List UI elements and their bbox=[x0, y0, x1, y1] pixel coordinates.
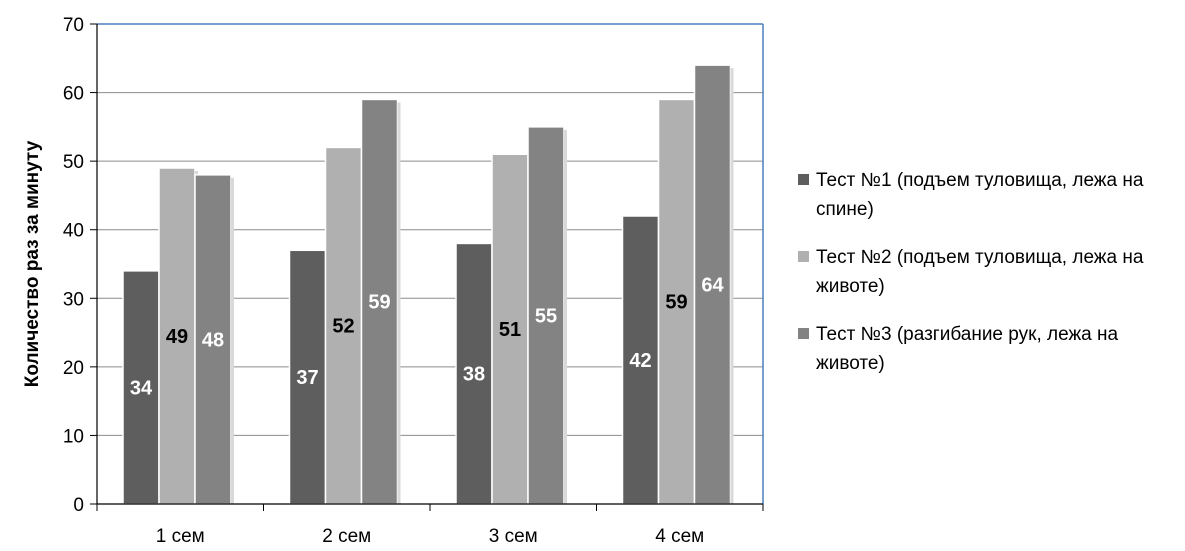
bar-series-3-3 bbox=[527, 126, 565, 505]
y-tick-label: 10 bbox=[63, 426, 84, 447]
data-label-series-1-2: 37 bbox=[296, 367, 318, 389]
x-tick-label: 2 сем bbox=[322, 526, 371, 547]
data-label-series-3-1: 48 bbox=[202, 329, 224, 351]
data-label-series-2-4: 59 bbox=[665, 292, 687, 314]
bar-series-1-2 bbox=[288, 249, 327, 505]
y-tick-label: 0 bbox=[73, 495, 84, 516]
legend-item-test-2: Тест №2 (подъем туловища, лежа на животе… bbox=[798, 243, 1178, 301]
legend-label-test-2: Тест №2 (подъем туловища, лежа на животе… bbox=[816, 247, 1144, 297]
data-label-series-3-3: 55 bbox=[535, 305, 557, 327]
bars bbox=[122, 64, 734, 505]
legend-item-test-1: Тест №1 (подъем туловища, лежа на спине) bbox=[798, 166, 1178, 224]
y-tick-label: 30 bbox=[63, 289, 84, 310]
x-tick-label: 3 сем bbox=[489, 526, 538, 547]
data-label-series-3-4: 64 bbox=[701, 275, 724, 297]
axes: 0 10 20 30 40 50 60 70 1 сем 2 сем 3 сем 4 сем bbox=[63, 15, 764, 547]
data-label-series-2-1: 49 bbox=[166, 326, 188, 348]
x-tick-label: 1 сем bbox=[156, 526, 205, 547]
bar-series-1-3 bbox=[455, 242, 493, 505]
bar-shadow bbox=[231, 177, 234, 504]
bar-shadow bbox=[564, 129, 567, 504]
legend-swatch-test-2 bbox=[798, 251, 809, 262]
legend-label-test-3: Тест №3 (разгибание рук, лежа на животе) bbox=[816, 324, 1119, 374]
y-tick-label: 40 bbox=[63, 221, 84, 242]
data-labels: 34 49 48 37 52 59 38 51 55 42 59 64 bbox=[130, 275, 725, 400]
data-label-series-2-2: 52 bbox=[332, 316, 354, 338]
y-tick-label: 50 bbox=[63, 152, 84, 173]
bar-shadow bbox=[397, 102, 401, 504]
bar-shadow bbox=[730, 68, 734, 505]
data-label-series-3-2: 59 bbox=[368, 292, 390, 314]
data-label-series-2-3: 51 bbox=[499, 319, 521, 341]
legend-label-test-1: Тест №1 (подъем туловища, лежа на спине) bbox=[816, 170, 1144, 220]
legend-swatch-test-3 bbox=[798, 328, 809, 339]
bar-series-3-2 bbox=[360, 98, 399, 505]
y-tick-label: 60 bbox=[63, 84, 84, 105]
data-label-series-1-4: 42 bbox=[629, 350, 651, 372]
legend: Тест №1 (подъем туловища, лежа на спине)… bbox=[798, 166, 1178, 397]
y-tick-label: 70 bbox=[63, 15, 84, 36]
y-tick-label: 20 bbox=[63, 358, 84, 379]
legend-item-test-3: Тест №3 (разгибание рук, лежа на животе) bbox=[798, 320, 1178, 378]
bar-series-2-2 bbox=[324, 146, 363, 505]
x-tick-label: 4 сем bbox=[655, 526, 704, 547]
data-label-series-1-3: 38 bbox=[463, 364, 485, 386]
y-axis-title: Количество раз за минуту bbox=[22, 140, 43, 387]
data-label-series-1-1: 34 bbox=[130, 377, 153, 399]
legend-swatch-test-1 bbox=[798, 174, 809, 185]
